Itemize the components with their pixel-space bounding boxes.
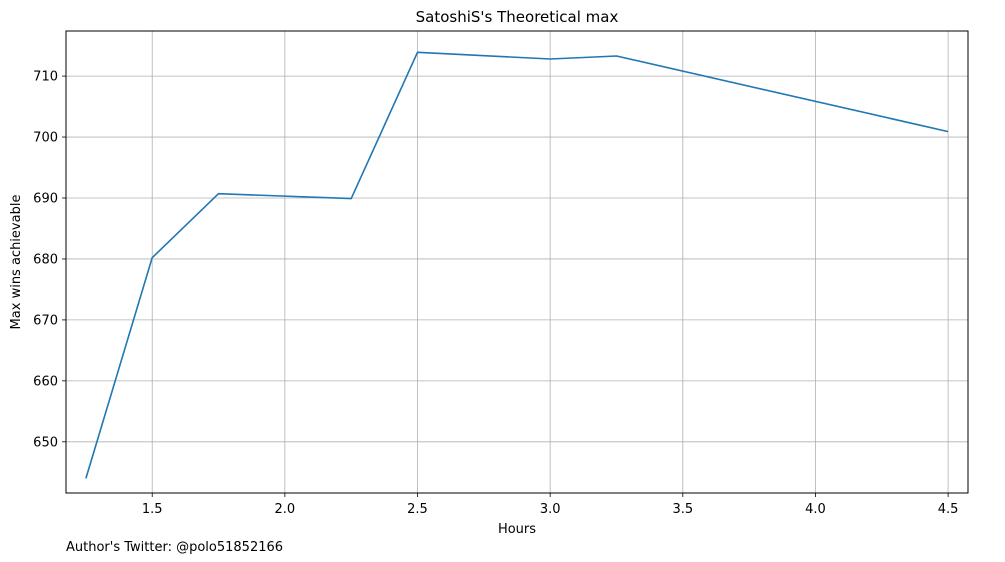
x-tick-label-6: 4.5: [938, 502, 959, 517]
y-tick-label-0: 650: [33, 435, 58, 450]
y-axis-label: Max wins achievable: [9, 195, 24, 330]
y-tick-label-5: 700: [33, 131, 58, 146]
x-axis-label: Hours: [498, 522, 536, 537]
y-tick-label-6: 710: [33, 70, 58, 85]
plot-frame: [65, 30, 969, 494]
y-tick-label-1: 660: [33, 374, 58, 389]
x-tick-label-0: 1.5: [142, 502, 163, 517]
x-tick-label-5: 4.0: [805, 502, 826, 517]
author-credit: Author's Twitter: @polo51852166: [66, 540, 283, 555]
grid-lines: [66, 31, 968, 493]
x-tick-label-2: 2.5: [407, 502, 428, 517]
x-tick-label-1: 2.0: [275, 502, 296, 517]
y-tick-label-2: 670: [33, 313, 58, 328]
series-lines: [85, 51, 949, 479]
x-tick-label-4: 3.5: [672, 502, 693, 517]
axis-ticks: 1.5 2.0 2.5 3.0 3.5 4.0 4.5 650 660 670 680 690 700 7…: [33, 70, 958, 517]
chart-title: SatoshiS's Theoretical max: [416, 8, 619, 26]
x-tick-label-3: 3.0: [540, 502, 561, 517]
series-line-0: [85, 51, 949, 479]
y-tick-label-3: 680: [33, 252, 58, 267]
y-tick-label-4: 690: [33, 192, 58, 207]
